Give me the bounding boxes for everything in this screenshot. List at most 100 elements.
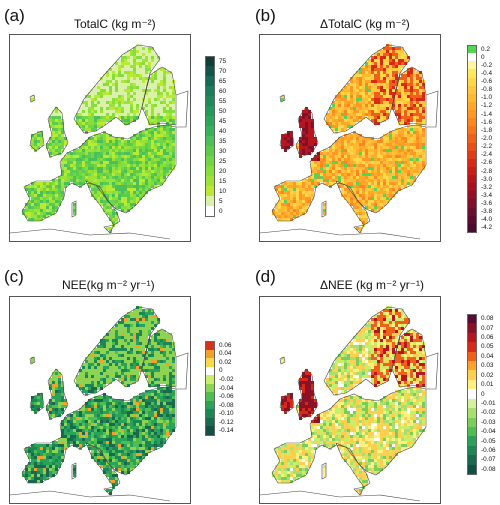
- colorbar-swatch: [205, 76, 215, 87]
- colorbar-swatch: [205, 426, 215, 436]
- colorbar-tick-label: 50: [219, 107, 227, 115]
- colorbar-swatch: [467, 158, 477, 168]
- colorbar-swatch: [467, 223, 477, 233]
- colorbar-swatch: [467, 436, 477, 447]
- colorbar-swatch: [467, 370, 477, 381]
- colorbar-tick-label: 0.04: [219, 350, 232, 358]
- colorbar-swatch: [467, 134, 477, 144]
- colorbar-swatch: [467, 417, 477, 428]
- colorbar-tick-label: -0.04: [219, 384, 234, 392]
- colorbar-tick-label: 75: [219, 57, 227, 65]
- colorbar-tick-label: -3.0: [481, 175, 493, 183]
- colorbar-tick-label: 0: [481, 390, 485, 398]
- colorbar-tick-label: 0.04: [481, 352, 494, 360]
- colorbar-tick-label: 0.05: [481, 343, 494, 351]
- colorbar-tick-label: 0: [219, 207, 223, 215]
- colorbar-tick-label: -0.02: [481, 409, 496, 417]
- colorbar-tick-label: 60: [219, 87, 227, 95]
- colorbar-tick-label: -0.05: [481, 437, 496, 445]
- coastline: [10, 306, 189, 502]
- colorbar-swatch: [467, 183, 477, 192]
- colorbar-swatch: [467, 118, 477, 127]
- colorbar-swatch: [467, 207, 477, 217]
- colorbar-tick-label: -3.2: [481, 183, 493, 191]
- colorbar-swatch: [467, 126, 477, 136]
- panel-c-colorbar: 0.06 0.04 0.02 0 -0.02 -0.04 -0.06 -0.08 -0.10 -0…: [205, 341, 240, 436]
- panel-a-title: TotalC (kg m⁻²): [74, 17, 156, 31]
- colorbar-tick-label: -0.07: [481, 456, 496, 464]
- panel-b-colorbar: 0.2 0 -0.2 -0.4 -0.6 -0.8 -1.0 -1.2 -1.4 -1.6 -1.8…: [467, 45, 497, 233]
- colorbar-tick-label: 30: [219, 147, 227, 155]
- colorbar-tick-label: 15: [219, 177, 227, 185]
- colorbar-swatch: [467, 398, 477, 409]
- colorbar-tick-label: 0: [219, 367, 223, 375]
- colorbar-swatch: [467, 77, 477, 87]
- colorbar-swatch: [205, 156, 215, 167]
- colorbar-tick-label: 0.03: [481, 362, 494, 370]
- panel-a: (a) TotalC (kg m⁻²) 75 70 65 60 55 50 45 40 35 30…: [0, 0, 250, 252]
- panel-c-label: (c): [4, 267, 24, 286]
- colorbar-tick-label: -3.4: [481, 191, 493, 199]
- colorbar-tick-label: 5: [219, 197, 223, 205]
- colorbar-swatch: [467, 85, 477, 95]
- colorbar-tick-label: -1.8: [481, 126, 493, 134]
- colorbar-swatch: [205, 341, 215, 351]
- colorbar-swatch: [205, 56, 215, 67]
- colorbar-tick-label: -2.2: [481, 143, 493, 151]
- panel-b-label: (b): [255, 6, 276, 25]
- panel-a-map: [9, 34, 191, 242]
- colorbar-swatch: [205, 409, 215, 419]
- land-grid: [22, 44, 175, 233]
- colorbar-swatch: [467, 379, 477, 390]
- colorbar-swatch: [205, 417, 215, 428]
- coastline: [10, 44, 189, 240]
- panel-b-map: [259, 34, 441, 242]
- colorbar-swatch: [205, 126, 215, 137]
- colorbar-tick-label: 35: [219, 137, 227, 145]
- colorbar-swatch: [467, 110, 477, 119]
- colorbar-swatch: [205, 136, 215, 147]
- panel-d-colorbar: 0.08 0.07 0.06 0.05 0.04 0.03 0.02 0.01 0 -0.01 -0…: [467, 314, 497, 475]
- colorbar-tick-label: -4.2: [481, 224, 493, 232]
- panel-c: (c) NEE(kg m⁻² yr⁻¹) 0.06 0.04 0.02 0 -0.02-…: [0, 252, 250, 504]
- colorbar-tick-label: -0.01: [481, 399, 496, 407]
- colorbar-swatch: [205, 375, 215, 385]
- colorbar-tick-label: 0.2: [481, 45, 490, 53]
- colorbar-tick-label: 0.08: [481, 315, 494, 323]
- colorbar-swatch: [205, 106, 215, 117]
- colorbar-tick-label: -0.4: [481, 69, 493, 77]
- colorbar-tick-label: -2.8: [481, 167, 493, 175]
- colorbar-tick-label: -1.2: [481, 102, 493, 110]
- colorbar-tick-label: -0.03: [481, 418, 496, 426]
- colorbar-tick-label: -3.6: [481, 200, 493, 208]
- colorbar-tick-label: -3.8: [481, 208, 493, 216]
- colorbar-tick-label: -1.0: [481, 94, 493, 102]
- colorbar-tick-label: -2.6: [481, 159, 493, 167]
- panel-a-colorbar: 75 70 65 60 55 50 45 40 35 30 25 20 15 10 5 0: [205, 56, 245, 217]
- colorbar-swatch: [467, 351, 477, 362]
- colorbar-tick-label: -0.04: [481, 428, 496, 436]
- colorbar-swatch: [467, 191, 477, 201]
- coastline: [260, 306, 439, 502]
- panel-d-map-svg: [260, 306, 439, 502]
- colorbar-tick-label: -0.08: [219, 401, 234, 409]
- colorbar-swatch: [205, 186, 215, 197]
- colorbar-tick-label: 20: [219, 167, 227, 175]
- colorbar-tick-label: 0.06: [481, 334, 494, 342]
- land-grid: [272, 44, 425, 233]
- colorbar-swatch: [467, 45, 477, 54]
- colorbar-tick-label: -0.12: [219, 418, 234, 426]
- colorbar-swatch: [205, 86, 215, 97]
- panel-d-map: [259, 296, 441, 504]
- colorbar-tick-label: -4.0: [481, 216, 493, 224]
- colorbar-tick-label: -0.06: [481, 446, 496, 454]
- colorbar-swatch: [467, 445, 477, 456]
- coastline: [260, 44, 439, 240]
- colorbar-tick-label: -0.02: [219, 375, 234, 383]
- colorbar-tick-label: 55: [219, 97, 227, 105]
- colorbar-swatch: [205, 392, 215, 402]
- colorbar-swatch: [467, 314, 477, 324]
- colorbar-swatch: [467, 215, 477, 225]
- colorbar-swatch: [467, 199, 477, 209]
- panel-b-title: ΔTotalC (kg m⁻²): [320, 17, 410, 31]
